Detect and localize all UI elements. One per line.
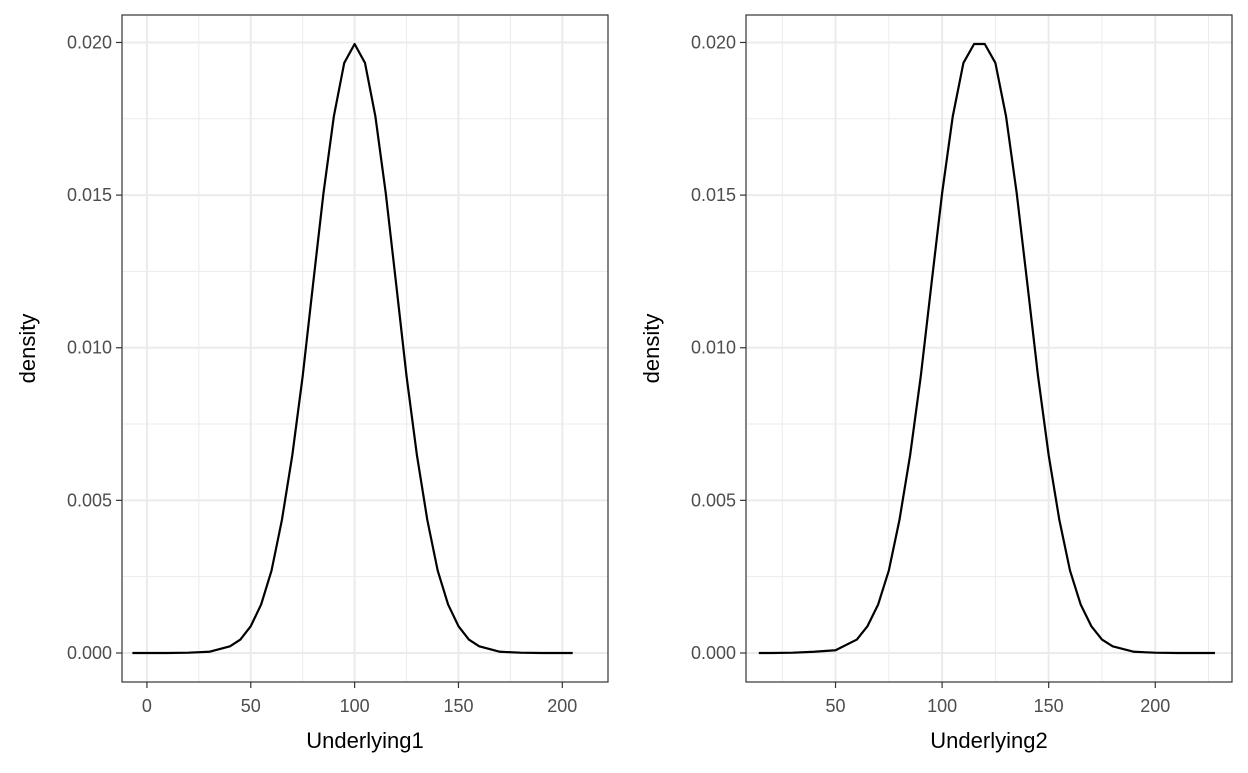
panel-left: 0 50 100 150 200 0.000 0.005 0.010 0.015 0.020 Und… bbox=[15, 14, 609, 753]
y-tick-label: 0.005 bbox=[67, 490, 112, 510]
y-tick-label: 0.000 bbox=[67, 643, 112, 663]
panel-border bbox=[745, 14, 1233, 683]
y-tick-label: 0.010 bbox=[67, 338, 112, 358]
x-tick-label: 100 bbox=[927, 696, 957, 716]
panel-border bbox=[121, 14, 609, 683]
y-tick-label: 0.000 bbox=[691, 643, 736, 663]
density-line bbox=[758, 42, 1215, 655]
x-axis-title: Underlying2 bbox=[930, 728, 1047, 753]
y-tick-label: 0.015 bbox=[67, 185, 112, 205]
x-axis-title: Underlying1 bbox=[306, 728, 423, 753]
x-tick-label: 0 bbox=[142, 696, 152, 716]
x-tick-label: 150 bbox=[443, 696, 473, 716]
density-line bbox=[132, 42, 573, 655]
x-tick-label: 100 bbox=[340, 696, 370, 716]
x-tick-label: 150 bbox=[1034, 696, 1064, 716]
x-tick-label: 200 bbox=[547, 696, 577, 716]
panel-right: 50 100 150 200 0.000 0.005 0.010 0.015 0.020 Unde… bbox=[639, 14, 1233, 753]
y-tick-label: 0.020 bbox=[67, 32, 112, 52]
y-tick-label: 0.010 bbox=[691, 338, 736, 358]
x-tick-label: 50 bbox=[826, 696, 846, 716]
x-tick-label: 50 bbox=[241, 696, 261, 716]
y-tick-label: 0.015 bbox=[691, 185, 736, 205]
y-tick-label: 0.005 bbox=[691, 490, 736, 510]
x-tick-label: 200 bbox=[1140, 696, 1170, 716]
y-axis-title: density bbox=[15, 314, 40, 384]
y-axis-title: density bbox=[639, 314, 664, 384]
y-tick-label: 0.020 bbox=[691, 32, 736, 52]
